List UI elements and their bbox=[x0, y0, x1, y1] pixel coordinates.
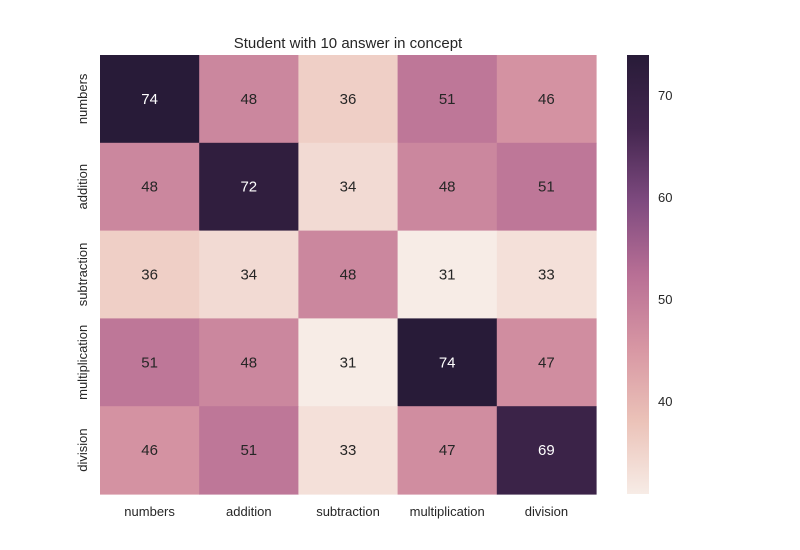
cell-value-label: 33 bbox=[538, 267, 555, 284]
heatmap-cell bbox=[397, 318, 498, 407]
x-tick-label: subtraction bbox=[316, 504, 380, 519]
y-axis-tick-labels: numbers addition subtraction multiplication… bbox=[75, 73, 90, 472]
cell-value-label: 51 bbox=[240, 442, 257, 459]
y-tick-label: multiplication bbox=[75, 325, 90, 400]
cell-value-label: 47 bbox=[538, 354, 555, 371]
heatmap-cell bbox=[397, 406, 498, 495]
heatmap-cell bbox=[100, 55, 200, 144]
heatmap-cell bbox=[397, 55, 498, 144]
colorbar-tick-label: 40 bbox=[658, 394, 672, 409]
heatmap-cell bbox=[496, 55, 597, 144]
heatmap-cell bbox=[298, 142, 399, 232]
cell-value-label: 31 bbox=[439, 267, 456, 284]
cell-value-label: 74 bbox=[439, 354, 456, 371]
cell-value-label: 33 bbox=[340, 442, 357, 459]
heatmap-cell bbox=[199, 406, 299, 495]
y-tick-label: division bbox=[75, 428, 90, 471]
x-tick-label: division bbox=[525, 504, 568, 519]
heatmap-cell bbox=[100, 142, 200, 232]
cell-value-label: 48 bbox=[240, 91, 257, 108]
heatmap-cell bbox=[199, 142, 299, 232]
cell-value-label: 47 bbox=[439, 442, 456, 459]
y-tick-label: numbers bbox=[75, 73, 90, 124]
cell-value-label: 46 bbox=[141, 442, 158, 459]
heatmap-cell bbox=[199, 318, 299, 407]
colorbar-tick-label: 60 bbox=[658, 190, 672, 205]
heatmap-cells: 74 48 36 51 46 48 72 34 48 51 36 34 48 31 33 51 48 31 74 47… bbox=[100, 55, 597, 495]
cell-value-label: 72 bbox=[240, 179, 257, 196]
heatmap-cell bbox=[100, 230, 200, 319]
heatmap-cell bbox=[100, 406, 200, 495]
heatmap-cell bbox=[397, 230, 498, 319]
heatmap-cell bbox=[496, 318, 597, 407]
cell-value-label: 36 bbox=[141, 267, 158, 284]
colorbar bbox=[627, 55, 649, 494]
x-axis-tick-labels: numbers addition subtraction multiplication… bbox=[124, 504, 568, 519]
cell-value-label: 36 bbox=[340, 91, 357, 108]
colorbar-tick-label: 70 bbox=[658, 88, 672, 103]
cell-value-label: 48 bbox=[240, 354, 257, 371]
y-tick-label: addition bbox=[75, 164, 90, 210]
heatmap-cell bbox=[298, 406, 399, 495]
heatmap-cell bbox=[496, 406, 597, 495]
cell-value-label: 46 bbox=[538, 91, 555, 108]
heatmap-cell bbox=[100, 318, 200, 407]
cell-value-label: 48 bbox=[340, 267, 357, 284]
cell-value-label: 74 bbox=[141, 91, 158, 108]
x-tick-label: numbers bbox=[124, 504, 175, 519]
x-tick-label: multiplication bbox=[410, 504, 485, 519]
y-tick-label: subtraction bbox=[75, 243, 90, 307]
heatmap-cell bbox=[298, 230, 399, 319]
cell-value-label: 51 bbox=[141, 354, 158, 371]
heatmap-cell bbox=[397, 142, 498, 232]
cell-value-label: 34 bbox=[340, 179, 357, 196]
heatmap-cell bbox=[199, 230, 299, 319]
colorbar-tick-label: 50 bbox=[658, 292, 672, 307]
heatmap-cell bbox=[298, 318, 399, 407]
heatmap-cell bbox=[298, 55, 399, 144]
heatmap-cell bbox=[496, 230, 597, 319]
cell-value-label: 48 bbox=[439, 179, 456, 196]
chart-title: Student with 10 answer in concept bbox=[234, 35, 463, 52]
cell-value-label: 31 bbox=[340, 354, 357, 371]
cell-value-label: 69 bbox=[538, 442, 555, 459]
heatmap-cell bbox=[199, 55, 299, 144]
cell-value-label: 51 bbox=[439, 91, 456, 108]
heatmap-cell bbox=[496, 142, 597, 232]
x-tick-label: addition bbox=[226, 504, 272, 519]
cell-value-label: 48 bbox=[141, 179, 158, 196]
cell-value-label: 34 bbox=[240, 267, 257, 284]
cell-value-label: 51 bbox=[538, 179, 555, 196]
colorbar-tick-labels: 40 50 60 70 bbox=[649, 88, 672, 409]
